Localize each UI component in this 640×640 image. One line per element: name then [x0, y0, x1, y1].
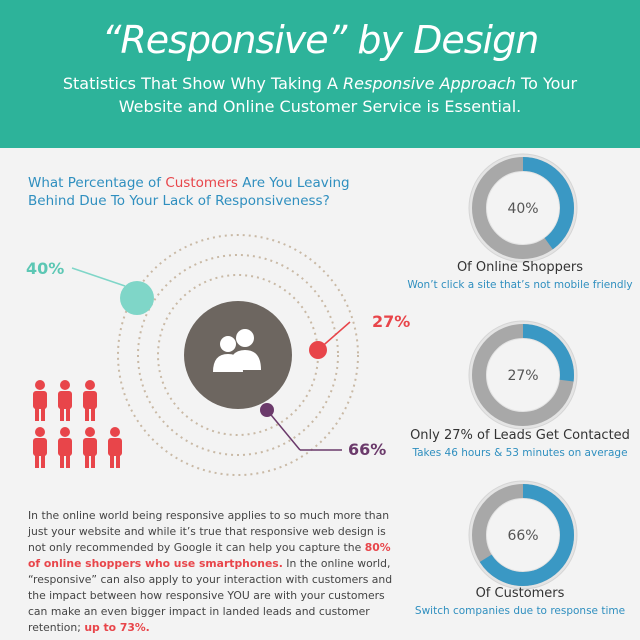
person-leg	[41, 407, 45, 421]
text: What Percentage of	[28, 175, 166, 191]
donut-arc	[472, 484, 574, 586]
person-leg	[85, 407, 89, 421]
orbit-label: 27%	[372, 312, 411, 331]
person-head	[85, 427, 95, 437]
person-leg	[91, 407, 95, 421]
graphics: 40% 27% 66%	[33, 153, 578, 590]
donut-label: 27%	[507, 368, 538, 384]
planet	[120, 281, 154, 315]
donut-hole	[487, 339, 559, 411]
donut-hole	[487, 172, 559, 244]
donut-subtitle: Takes 46 hours & 53 minutes on average	[412, 447, 628, 459]
person-leg	[35, 454, 39, 468]
person-leg	[85, 454, 89, 468]
donut-arc	[472, 157, 574, 259]
paragraph: In the online world being responsive app…	[28, 508, 398, 636]
person-leg	[110, 454, 114, 468]
person-head	[110, 427, 120, 437]
planet	[309, 341, 327, 359]
donut-label: 40%	[507, 201, 538, 217]
person-head	[60, 427, 70, 437]
people-icon	[213, 329, 261, 372]
orbit-label: 66%	[348, 440, 387, 459]
donut-arc	[472, 324, 574, 426]
person-leg	[60, 454, 64, 468]
donut-caption: Of Online Shoppers Won’t click a site tha…	[400, 260, 640, 291]
person-head	[85, 380, 95, 390]
person-leg	[66, 407, 70, 421]
donut-title: Of Customers	[475, 586, 565, 601]
person-head	[35, 380, 45, 390]
person-leg	[91, 454, 95, 468]
highlight: up to 73%.	[84, 621, 150, 634]
donut-label: 66%	[507, 528, 538, 544]
person-body	[83, 438, 97, 456]
person-body	[58, 391, 72, 409]
text: Are You Leaving Behind Due To Your Lack …	[28, 175, 350, 209]
donut-title: Of Online Shoppers	[456, 260, 584, 275]
emphasis: Responsive Approach	[343, 74, 516, 93]
donut-caption: Only 27% of Leads Get Contacted Takes 46 …	[400, 428, 640, 459]
person-leg	[66, 454, 70, 468]
header: “Responsive” by Design Statistics That S…	[0, 0, 640, 148]
person-body	[33, 391, 47, 409]
connector	[266, 409, 301, 451]
orbit	[117, 234, 359, 476]
donut-subtitle: Won’t click a site that’s not mobile fri…	[407, 279, 633, 291]
donut-subtitle: Switch companies due to response time	[414, 605, 626, 617]
donut-caption: Of Customers Switch companies due to resp…	[400, 586, 640, 617]
highlight: Customers	[165, 175, 238, 191]
person-leg	[41, 454, 45, 468]
planet	[260, 403, 274, 417]
person-body	[58, 438, 72, 456]
connector	[71, 267, 126, 287]
donut-hole	[487, 499, 559, 571]
person-leg	[35, 407, 39, 421]
orbit-label: 40%	[26, 259, 65, 278]
person-head	[35, 427, 45, 437]
text: Statistics That Show Why Taking A	[62, 74, 344, 93]
question: What Percentage of Customers Are You Lea…	[28, 174, 398, 210]
person-leg	[60, 407, 64, 421]
people	[33, 380, 122, 468]
person-body	[83, 391, 97, 409]
highlight: 80% of online shoppers who use smartphon…	[28, 541, 391, 570]
text: In the online world being responsive app…	[28, 509, 390, 554]
orbit	[137, 254, 339, 456]
text: To Your Website and Online Customer Serv…	[118, 74, 578, 116]
donuts: 40% 27% 66%	[468, 153, 578, 590]
subtitle: Statistics That Show Why Taking A Respon…	[40, 72, 600, 118]
person-body	[33, 438, 47, 456]
donut-title: Only 27% of Leads Get Contacted	[410, 428, 630, 443]
person-head	[60, 380, 70, 390]
text: In the online world, “responsive” can al…	[28, 557, 393, 634]
person-leg	[116, 454, 120, 468]
title: “Responsive” by Design	[101, 18, 540, 62]
person-body	[108, 438, 122, 456]
